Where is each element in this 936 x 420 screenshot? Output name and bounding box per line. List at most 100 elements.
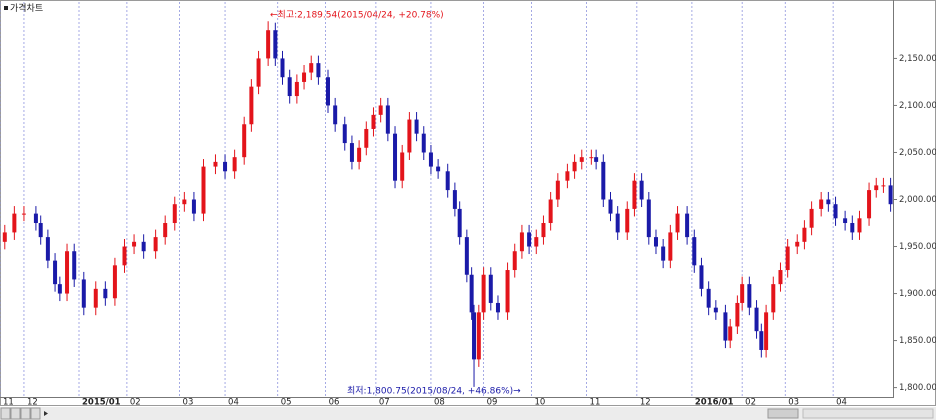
candle-body	[764, 312, 769, 350]
y-tick-label: 1,850.00	[899, 336, 936, 346]
candle-body	[273, 30, 278, 59]
x-tick-label: 11	[590, 398, 601, 408]
candle-body	[826, 199, 831, 205]
candle-body	[505, 270, 510, 313]
x-tick-label: 12	[640, 398, 651, 408]
candle-body	[464, 237, 469, 275]
candle-body	[385, 105, 390, 134]
candle-body	[809, 208, 814, 228]
candle-body	[706, 288, 711, 308]
candle-body	[668, 232, 673, 261]
candle-body	[249, 86, 254, 125]
candle-body	[565, 171, 570, 181]
period-button[interactable]	[10, 407, 21, 420]
y-tick-label: 1,900.00	[899, 289, 936, 299]
candle-body	[213, 161, 218, 167]
candle-body	[457, 208, 462, 238]
scroll-left[interactable]	[44, 411, 48, 416]
candle-body	[112, 265, 117, 299]
candle-body	[280, 58, 285, 78]
candle-body	[754, 307, 759, 332]
candle-body	[728, 326, 733, 341]
candle-body	[819, 199, 824, 209]
candle-body	[639, 180, 644, 200]
x-tick-label: 04	[228, 398, 239, 408]
period-button[interactable]	[20, 407, 31, 420]
y-tick-label: 1,950.00	[899, 242, 936, 252]
max-annotation: ←최고:2,189.54(2015/04/24, +20.78%)	[270, 10, 444, 21]
candle-body	[476, 312, 481, 360]
candle-body	[287, 77, 292, 97]
period-button[interactable]	[30, 407, 41, 420]
candle-body	[579, 157, 584, 162]
candle-body	[534, 237, 539, 247]
candle-body	[57, 284, 62, 294]
candle-body	[191, 199, 196, 214]
candle-body	[445, 171, 450, 191]
candle-body	[333, 105, 338, 125]
candle-body	[653, 237, 658, 247]
candle-body	[867, 190, 872, 219]
chart-frame	[0, 0, 936, 406]
candle-body	[357, 147, 362, 162]
candle-body	[740, 284, 745, 303]
candle-body	[469, 274, 474, 313]
candle-body	[93, 288, 98, 308]
candle-body	[309, 63, 314, 73]
x-tick-label: 10	[534, 398, 545, 408]
candle-body	[771, 284, 776, 313]
candle-body	[2, 232, 7, 242]
candle-body	[601, 161, 606, 200]
candle-body	[428, 152, 433, 167]
candle-body	[615, 213, 620, 233]
candle-body	[53, 260, 58, 285]
x-tick-label: 02	[130, 398, 141, 408]
candle-body	[685, 213, 690, 238]
candle-body	[316, 63, 321, 78]
x-tick-label: 07	[379, 398, 390, 408]
candle-body	[65, 251, 70, 294]
candle-body	[378, 105, 383, 115]
candle-body	[103, 288, 108, 299]
candle-body	[223, 161, 228, 172]
candle-body	[555, 180, 560, 200]
candle-body	[747, 284, 752, 308]
x-tick-label: 2016/01	[695, 398, 734, 408]
candle-body	[72, 251, 77, 280]
candle-body	[12, 213, 17, 233]
candle-body	[232, 157, 237, 172]
candle-body	[713, 307, 718, 313]
candle-body	[572, 161, 577, 172]
candle-body	[266, 30, 271, 59]
candle-body	[364, 128, 369, 148]
period-button[interactable]	[0, 407, 11, 420]
candle-body	[21, 213, 26, 215]
chart-title: 가격차트	[10, 2, 43, 14]
candle-body	[452, 190, 457, 209]
candle-body	[153, 237, 158, 252]
candle-body	[802, 227, 807, 242]
x-tick-label: 2015/01	[82, 398, 121, 408]
candle-body	[646, 199, 651, 238]
x-tick-label: 02	[745, 398, 756, 408]
y-tick-label: 2,100.00	[899, 101, 936, 111]
candle-body	[625, 208, 630, 233]
scroll-thumb[interactable]	[767, 408, 799, 419]
min-annotation: 최저:1,800.75(2015/08/24, +46.86%)→	[347, 386, 521, 397]
candle-body	[512, 251, 517, 271]
x-tick-label: 08	[434, 398, 445, 408]
candle-body	[472, 312, 477, 360]
candle-body	[81, 279, 86, 308]
candle-body	[414, 119, 419, 134]
scrollbar	[0, 407, 936, 420]
x-tick-label: 09	[487, 398, 498, 408]
candle-body	[843, 218, 848, 224]
candle-body	[132, 241, 137, 247]
candle-body	[699, 265, 704, 289]
candle-body	[527, 232, 532, 247]
candle-body	[675, 213, 680, 233]
candle-body	[294, 81, 299, 97]
candle-body	[182, 199, 187, 205]
